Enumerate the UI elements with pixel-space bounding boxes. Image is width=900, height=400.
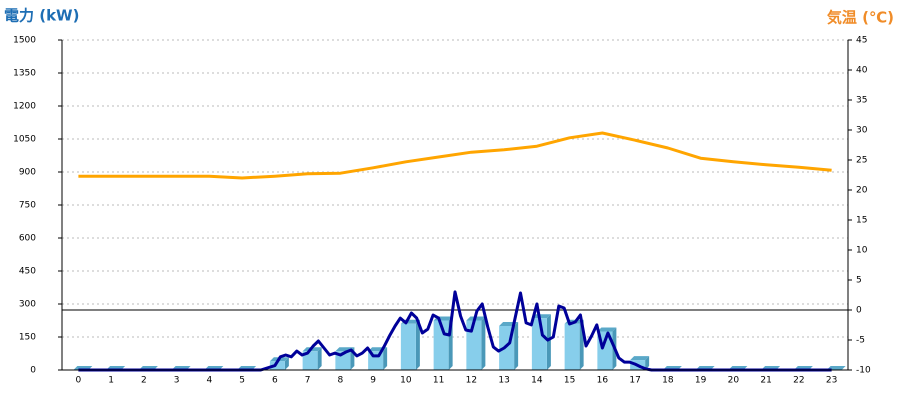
bar-side <box>481 316 486 370</box>
bar-side <box>415 319 420 370</box>
bar-top <box>597 327 617 332</box>
bar <box>400 323 416 370</box>
y-tick-label: 900 <box>19 168 36 178</box>
y2-tick-label: 20 <box>856 186 868 196</box>
y2-tick-label: 5 <box>856 276 862 286</box>
y2-tick-label: 10 <box>856 246 868 256</box>
y2-tick-label: 45 <box>856 36 867 46</box>
bar-side <box>645 356 650 370</box>
x-tick-label: 19 <box>695 376 707 386</box>
y2-axis-title: 気温 (℃) <box>827 9 894 27</box>
y2-tick-label: 15 <box>856 216 867 226</box>
bar-top <box>630 356 650 361</box>
x-tick-label: 4 <box>207 376 213 386</box>
x-tick-label: 7 <box>305 376 311 386</box>
temperature-line <box>78 131 832 180</box>
y-tick-label: 150 <box>19 333 36 343</box>
x-tick-label: 23 <box>826 376 837 386</box>
y-tick-label: 300 <box>19 300 36 310</box>
x-tick-label: 3 <box>174 376 180 386</box>
x-tick-label: 1 <box>108 376 114 386</box>
bar <box>302 351 318 370</box>
x-tick-label: 16 <box>597 376 609 386</box>
x-tick-label: 0 <box>76 376 82 386</box>
x-tick-label: 14 <box>531 376 543 386</box>
x-tick-label: 5 <box>239 376 245 386</box>
y-tick-label: 1350 <box>13 69 36 79</box>
y-tick-label: 1050 <box>13 135 36 145</box>
y2-tick-label: 35 <box>856 96 867 106</box>
bar-side <box>317 347 322 370</box>
y2-tick-label: 40 <box>856 66 868 76</box>
x-tick-label: 13 <box>498 376 509 386</box>
y-axis-title: 電力 (kW) <box>4 7 79 25</box>
x-tick-label: 9 <box>370 376 376 386</box>
x-tick-label: 15 <box>564 376 575 386</box>
y2-tick-label: -10 <box>856 366 871 376</box>
power-line <box>78 290 832 372</box>
y-tick-label: 0 <box>30 366 36 376</box>
bar <box>466 320 482 370</box>
x-tick-label: 17 <box>629 376 640 386</box>
y2-tick-label: 0 <box>856 306 862 316</box>
bar-side <box>546 314 551 370</box>
bar-side <box>383 347 388 370</box>
y-tick-label: 1500 <box>13 36 36 46</box>
x-tick-label: 18 <box>662 376 674 386</box>
y-tick-label: 450 <box>19 267 36 277</box>
x-tick-label: 10 <box>400 376 412 386</box>
bar-top <box>531 314 551 319</box>
x-tick-label: 22 <box>793 376 804 386</box>
y2-tick-label: 30 <box>856 126 868 136</box>
y-tick-label: 1200 <box>13 102 36 112</box>
bar <box>269 361 285 370</box>
x-tick-label: 2 <box>141 376 147 386</box>
x-tick-label: 21 <box>760 376 771 386</box>
y-tick-label: 600 <box>19 234 36 244</box>
bar <box>564 323 580 370</box>
bar-side <box>514 322 519 370</box>
x-tick-label: 20 <box>728 376 740 386</box>
y2-tick-label: -5 <box>856 336 865 346</box>
x-tick-label: 8 <box>338 376 344 386</box>
bar-side <box>284 357 289 370</box>
x-tick-label: 12 <box>466 376 477 386</box>
y-tick-label: 750 <box>19 201 36 211</box>
x-tick-label: 11 <box>433 376 444 386</box>
x-tick-label: 6 <box>272 376 278 386</box>
y2-tick-label: 25 <box>856 156 867 166</box>
